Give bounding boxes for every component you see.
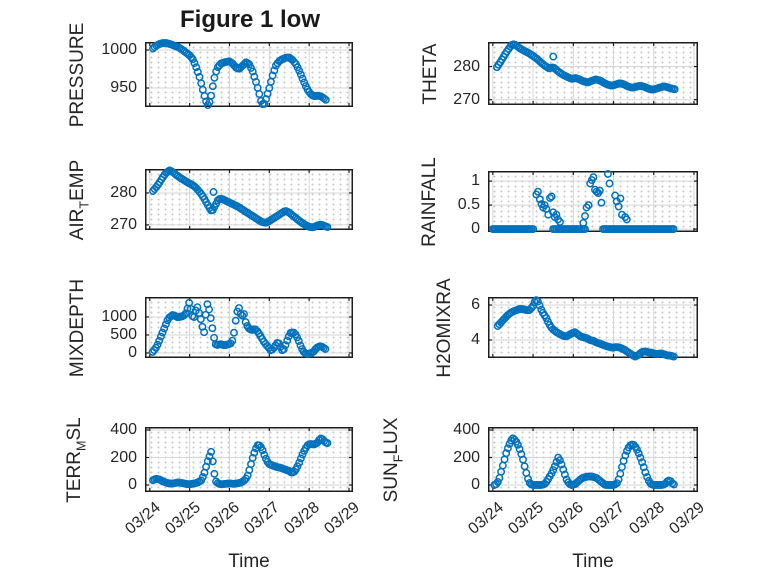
figure-title: Figure 1 low (179, 6, 320, 33)
ytick-terr-msl: 0 (128, 475, 137, 493)
ytick-pressure: 1000 (101, 40, 137, 58)
subplot-pressure (145, 39, 353, 110)
data-series-rainfall (488, 169, 678, 234)
ytick-sun-flux: 200 (453, 448, 480, 466)
plot-area-terr-msl (145, 427, 353, 492)
ytick-h2omixra: 4 (471, 330, 480, 348)
ylabel-segment: TERR (64, 450, 85, 503)
ytick-terr-msl: 200 (110, 448, 137, 466)
subplot-theta (488, 40, 698, 105)
ytick-air-temp: 280 (110, 183, 137, 201)
subplot-mixdepth (145, 297, 353, 358)
data-series-pressure (149, 39, 330, 110)
plot-area-sun-flux (488, 427, 698, 492)
data-series-h2omixra (493, 296, 678, 361)
plot-area-rainfall (488, 169, 698, 234)
data-series-air-temp (149, 166, 332, 232)
ytick-pressure: 950 (110, 78, 137, 96)
ylabel-segment: SL (64, 416, 85, 441)
ytick-rainfall: 1 (471, 172, 480, 190)
plot-area-theta (488, 40, 698, 105)
ylabel-sun-flux: SUNFLUX (380, 350, 406, 570)
ylabel-segment: T (77, 200, 92, 209)
ylabel-segment: F (391, 454, 406, 462)
ylabel-h2omixra: H2OMIXRA (433, 218, 457, 438)
ytick-theta: 270 (453, 90, 480, 108)
data-series-terr-msl (149, 434, 332, 489)
ytick-mixdepth: 0 (128, 343, 137, 361)
subplot-rainfall (488, 169, 698, 234)
subplot-sun-flux (488, 427, 698, 492)
subplot-h2omixra (488, 296, 698, 361)
plot-area-air-temp (145, 166, 353, 232)
ylabel-segment: M (74, 440, 89, 451)
x-axis-label-left: Time (228, 551, 270, 572)
data-series-mixdepth (148, 298, 330, 358)
ylabel-segment: EMP (67, 159, 88, 201)
ytick-air-temp: 270 (110, 215, 137, 233)
plot-area-mixdepth (145, 297, 353, 358)
subplot-terr-msl (145, 427, 353, 492)
ylabel-terr-msl: TERRMSL (63, 350, 89, 570)
ylabel-segment: H2OMIXRA (434, 277, 455, 378)
ytick-terr-msl: 400 (110, 421, 137, 439)
plot-area-pressure (145, 39, 353, 110)
ytick-mixdepth: 500 (110, 325, 137, 343)
ytick-rainfall: 0.5 (457, 196, 480, 214)
ytick-sun-flux: 0 (471, 475, 480, 493)
ylabel-segment: SUN (381, 461, 402, 502)
ytick-mixdepth: 1000 (101, 307, 137, 325)
plot-area-h2omixra (488, 296, 698, 361)
ylabel-segment: LUX (381, 417, 402, 455)
ytick-theta: 280 (453, 57, 480, 75)
ytick-rainfall: 0 (471, 220, 480, 238)
subplot-air-temp (145, 166, 353, 232)
ytick-h2omixra: 6 (471, 296, 480, 314)
data-series-theta (492, 40, 679, 94)
ytick-sun-flux: 400 (453, 421, 480, 439)
data-series-sun-flux (490, 434, 678, 489)
x-axis-label-right: Time (572, 551, 614, 572)
